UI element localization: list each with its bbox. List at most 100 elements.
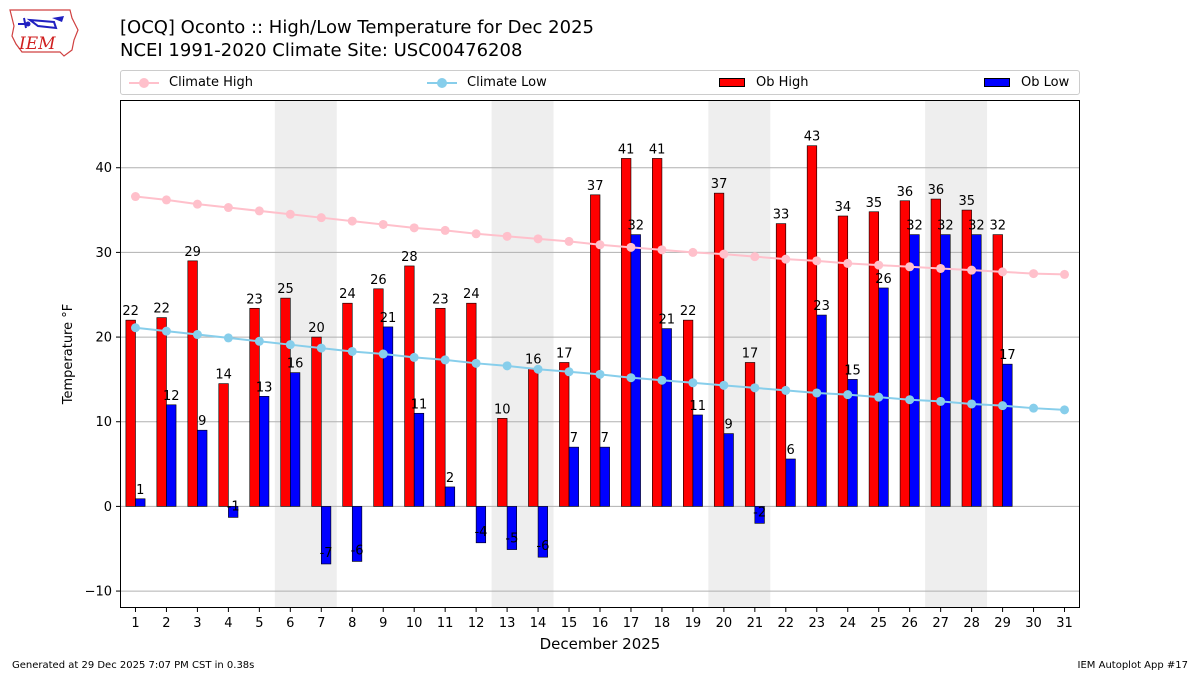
ob-high-label-day-11: 23 [432,292,449,307]
climate-low-point-day-16 [595,369,605,379]
climate-high-point-day-28 [967,265,977,275]
climate-low-point-day-23 [812,388,822,398]
ob-low-bar-day-17 [630,234,641,507]
climate-low-point-day-29 [998,401,1008,411]
climate-high-point-day-6 [285,209,295,219]
ob-high-label-day-22: 33 [773,208,790,223]
ob-high-label-day-3: 29 [184,245,201,260]
ob-low-label-day-4: -1 [227,499,240,514]
ob-low-label-day-12: -4 [474,525,487,540]
bars [125,145,1013,565]
ob-high-bar-day-6 [280,297,291,507]
ob-high-label-day-20: 37 [711,177,728,192]
ob-low-bar-day-10 [413,412,425,507]
ob-high-bar-day-2 [156,317,167,507]
legend-item-climate-high: Climate High [129,71,253,94]
ob-low-bar-day-29 [1002,363,1013,507]
ob-low-bar-day-7 [320,506,332,565]
climate-high-point-day-22 [781,254,791,264]
ob-low-bar-day-20 [723,433,734,507]
x-tick-label-26: 26 [901,616,918,631]
ob-low-label-day-27: 32 [937,219,954,234]
ob-low-bar-day-9 [382,326,394,507]
ob-low-label-day-18: 21 [658,313,675,328]
climate-low-point-day-22 [781,385,791,395]
ob-high-label-day-28: 35 [959,194,976,209]
ob-low-label-day-7: -7 [320,546,333,561]
climate-low-point-day-4 [223,333,233,343]
climate-high-point-day-27 [936,263,946,273]
climate-low-point-day-25 [874,392,884,402]
ob-low-bar-day-3 [197,429,208,507]
ob-high-label-day-26: 36 [897,185,914,200]
ob-high-bar-day-18 [652,158,663,507]
ob-high-label-day-8: 24 [339,287,356,302]
climate-high-point-day-5 [254,206,264,216]
ob-low-label-day-1: 1 [136,483,144,498]
ob-low-bar-day-18 [661,328,672,507]
ob-high-bar-day-15 [559,362,570,507]
ob-low-bar-day-1 [135,498,146,507]
x-tick-label-28: 28 [963,616,980,631]
x-tick-label-23: 23 [809,616,826,631]
x-tick-label-27: 27 [932,616,949,631]
climate-low-point-day-2 [161,326,171,336]
climate-high-point-day-10 [409,223,419,233]
climate-high-point-day-1 [130,192,140,202]
ob-low-label-day-10: 11 [411,397,428,412]
ob-high-bar-day-8 [342,302,353,507]
ob-high-label-day-24: 34 [835,200,852,215]
climate-high-line-swatch [129,77,159,88]
x-tick-label-30: 30 [1025,616,1042,631]
climate-low-point-day-17 [626,373,636,383]
x-tick-label-1: 1 [131,616,139,631]
ob-low-bar-day-4 [228,506,239,518]
ob-low-label-day-15: 7 [570,431,578,446]
ob-low-bar-day-14 [537,506,548,558]
ob-low-label-day-17: 32 [627,219,644,234]
ob-low-bar-day-24 [847,379,858,507]
x-tick-label-31: 31 [1056,616,1073,631]
climate-high-point-day-31 [1060,269,1070,279]
x-tick-label-18: 18 [654,616,671,631]
ob-low-label-day-16: 7 [601,431,609,446]
climate-low-point-day-10 [409,352,419,362]
y-tick-label-10: 10 [95,415,112,430]
x-tick-label-19: 19 [685,616,702,631]
climate-high-point-day-21 [750,252,760,262]
ob-high-label-day-25: 35 [866,196,883,211]
x-tick-label-8: 8 [348,616,356,631]
x-tick-label-20: 20 [716,616,733,631]
climate-low-point-day-24 [843,390,853,400]
ob-high-bar-day-4 [218,383,229,507]
climate-low-point-day-26 [905,395,915,405]
ob-high-bar-day-16 [590,194,601,507]
legend-label-ob-low: Ob Low [1021,75,1070,90]
ob-high-label-day-1: 22 [122,304,139,319]
ob-low-label-day-24: 15 [844,363,861,378]
ob-high-bar-day-10 [404,265,415,507]
ob-high-label-day-16: 37 [587,179,604,194]
ob-high-label-day-23: 43 [804,130,821,145]
ob-low-label-day-6: 16 [287,357,304,372]
ob-low-label-day-9: 21 [380,311,397,326]
climate-low-point-day-14 [533,364,543,374]
ob-low-label-day-2: 12 [163,389,180,404]
legend-item-ob-high: Ob High [719,71,809,94]
ob-high-label-day-2: 22 [153,302,170,317]
ob-high-label-day-18: 41 [649,142,666,157]
ob-low-bar-day-22 [785,458,796,507]
ob-low-bar-day-8 [351,506,363,562]
climate-low-point-day-13 [502,361,512,371]
ob-high-bar-day-28 [961,209,972,507]
climate-low-point-day-30 [1029,403,1039,413]
ob-low-label-day-21: -2 [753,505,766,520]
ob-high-label-day-19: 22 [680,304,697,319]
x-tick-label-14: 14 [530,616,547,631]
climate-high-point-day-7 [316,213,326,223]
climate-high-point-day-30 [1029,269,1039,279]
ob-high-label-day-15: 17 [556,346,573,361]
ob-high-bar-day-20 [713,192,725,507]
